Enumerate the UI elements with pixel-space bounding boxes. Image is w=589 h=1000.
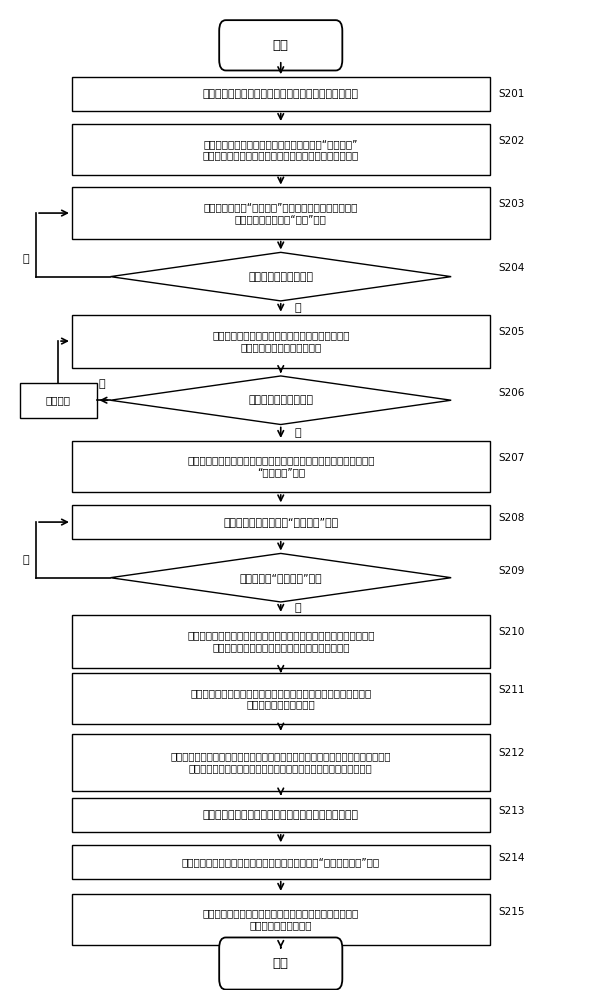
Polygon shape — [110, 553, 451, 602]
Text: 处理机基于规则和复杂板型，采用超启发式并行方法计算可行母板方案集，基于快
速质检并行质检生成候选复杂板型的组板方案集，反推虚拟板坤方案: 处理机基于规则和复杂板型，采用超启发式并行方法计算可行母板方案集，基于快 速质检… — [170, 751, 391, 773]
Bar — [72, 77, 489, 111]
Text: S202: S202 — [498, 136, 524, 146]
Text: 等待空闲: 等待空闲 — [45, 395, 71, 405]
Text: S211: S211 — [498, 685, 524, 695]
Text: 多核服务器捕获“板坤设计”指令，多操作终端向多核服
务器缓冲存储器发出“接收”指令: 多核服务器捕获“板坤设计”指令，多操作终端向多核服 务器缓冲存储器发出“接收”指… — [204, 202, 358, 224]
Text: 多核服务器的各处理器的处理机从缓冲存储器分别读入板坤设计参
数，设计规则和订单记录: 多核服务器的各处理器的处理机从缓冲存储器分别读入板坤设计参 数，设计规则和订单记… — [190, 688, 372, 709]
Text: S207: S207 — [498, 453, 524, 463]
Text: 是: 是 — [294, 603, 301, 613]
Text: 否: 否 — [23, 254, 29, 264]
Text: 输入输出处理机启动引导程序，引导多产线出钙材复杂板型多操作终
端协同板坤设计模块到多核服务器对应处理器执行: 输入输出处理机启动引导程序，引导多产线出钙材复杂板型多操作终 端协同板坤设计模块… — [187, 630, 375, 652]
Text: 处理机收到“设计方案”指令: 处理机收到“设计方案”指令 — [240, 573, 322, 583]
Polygon shape — [110, 376, 451, 425]
Bar — [72, 441, 489, 492]
Bar — [72, 187, 489, 239]
FancyBboxPatch shape — [219, 20, 342, 70]
Bar — [72, 798, 489, 832]
Text: S210: S210 — [498, 627, 524, 637]
Text: S205: S205 — [498, 327, 524, 337]
Text: 多核服务器处理机接收“设计方案”指令: 多核服务器处理机接收“设计方案”指令 — [223, 517, 338, 527]
Bar — [72, 894, 489, 945]
Text: 多操作终端确认设计方案，向输入输出处理机发出“剪切指令转换”指令: 多操作终端确认设计方案，向输入输出处理机发出“剪切指令转换”指令 — [181, 857, 380, 867]
Bar — [72, 124, 489, 175]
Text: 否: 否 — [99, 379, 105, 389]
FancyBboxPatch shape — [219, 937, 342, 990]
Bar — [72, 505, 489, 539]
Text: 收到多核服务器的应答: 收到多核服务器的应答 — [248, 272, 313, 282]
Bar — [19, 383, 97, 418]
Text: 是: 是 — [294, 428, 301, 438]
Text: 板坤设计方案由剪切命令生成模块，生成剪切命令，并发
送到现場的多操作终端: 板坤设计方案由剪切命令生成模块，生成剪切命令，并发 送到现場的多操作终端 — [203, 909, 359, 930]
Text: S212: S212 — [498, 748, 524, 758]
Bar — [72, 845, 489, 879]
Text: S214: S214 — [498, 853, 524, 863]
Text: 开始: 开始 — [273, 39, 289, 52]
Text: S204: S204 — [498, 263, 524, 273]
Text: S203: S203 — [498, 199, 524, 209]
Text: 读取对应订单记录和板坤设计规则到缓冲存储器，向多核服务器发出
“设计方案”指令: 读取对应订单记录和板坤设计规则到缓冲存储器，向多核服务器发出 “设计方案”指令 — [187, 456, 375, 477]
Text: S213: S213 — [498, 806, 524, 816]
Bar — [72, 615, 489, 668]
Text: 是: 是 — [294, 303, 301, 313]
Text: S206: S206 — [498, 388, 524, 398]
Text: 基于不同的设计参数和需求搜索出最优的板坤设计方案: 基于不同的设计参数和需求搜索出最优的板坤设计方案 — [203, 810, 359, 820]
Text: 服务器存在空闲处理器: 服务器存在空闲处理器 — [248, 395, 313, 405]
Bar — [72, 315, 489, 368]
Bar — [72, 734, 489, 791]
Text: S215: S215 — [498, 907, 524, 917]
Text: 计划部将当日订单传送至多核服务器的订单记录存储器: 计划部将当日订单传送至多核服务器的订单记录存储器 — [203, 89, 359, 99]
Text: 设计者通过多操作终端核准相关信息，发出“板坤设计”
指令，并通过网络接口调用多核服务器板坤参数选择模块: 设计者通过多操作终端核准相关信息，发出“板坤设计” 指令，并通过网络接口调用多核… — [203, 139, 359, 160]
Text: S208: S208 — [498, 513, 524, 523]
Text: 多操作终端收到应答后，将终端的信息和板坤设计
参数发出，并存入缓冲存储器: 多操作终端收到应答后，将终端的信息和板坤设计 参数发出，并存入缓冲存储器 — [212, 330, 349, 352]
Polygon shape — [110, 252, 451, 301]
Text: 否: 否 — [23, 555, 29, 565]
Text: S201: S201 — [498, 89, 524, 99]
Text: 结束: 结束 — [273, 957, 289, 970]
Bar — [72, 673, 489, 724]
Text: S209: S209 — [498, 566, 524, 576]
